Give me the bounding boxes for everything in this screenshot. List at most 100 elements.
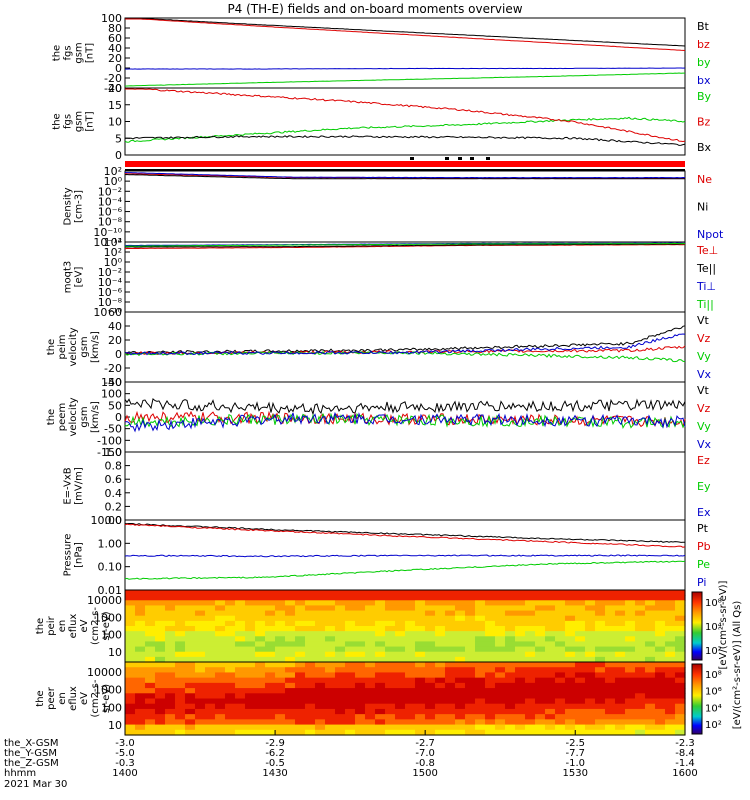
heatmap-cell <box>295 719 306 726</box>
heatmap-cell <box>165 605 176 612</box>
heatmap-cell <box>665 703 676 710</box>
y-axis-label-line: [nT] <box>85 111 96 131</box>
heatmap-cell <box>575 626 586 632</box>
heatmap-cell <box>605 672 616 679</box>
heatmap-cell <box>275 698 286 705</box>
heatmap-cell <box>205 672 216 679</box>
heatmap-cell <box>545 667 556 674</box>
heatmap-cell <box>665 719 676 726</box>
heatmap-cell <box>655 719 666 726</box>
heatmap-cell <box>585 688 596 694</box>
heatmap-cell <box>435 708 446 715</box>
heatmap-cell <box>125 708 136 715</box>
heatmap-cell <box>465 693 476 700</box>
heatmap-cell <box>155 662 166 668</box>
heatmap-cell <box>295 688 306 694</box>
heatmap-cell <box>305 590 316 596</box>
heatmap-cell <box>595 698 606 705</box>
y-tick-label: 5 <box>115 132 122 145</box>
legend-entry: Npot <box>697 228 724 241</box>
heatmap-cell <box>485 651 496 658</box>
heatmap-cell <box>595 590 606 596</box>
heatmap-cell <box>255 600 266 607</box>
heatmap-cell <box>195 590 206 596</box>
series-line-vy <box>124 412 686 430</box>
heatmap-cell <box>205 656 216 663</box>
heatmap-cell <box>205 703 216 710</box>
y-axis-label-line: [km/s] <box>90 401 101 433</box>
heatmap-cell <box>485 610 496 617</box>
heatmap-cell <box>395 708 406 715</box>
heatmap-cell <box>285 729 296 736</box>
heatmap-cell <box>625 708 636 715</box>
heatmap-cell <box>375 646 386 653</box>
heatmap-cell <box>505 714 516 720</box>
heatmap-cell <box>595 646 606 653</box>
heatmap-cell <box>255 708 266 715</box>
heatmap-cell <box>195 631 206 637</box>
heatmap-cell <box>135 610 146 617</box>
heatmap-cell <box>645 672 656 679</box>
heatmap-cell <box>395 698 406 705</box>
heatmap-cell <box>665 590 676 596</box>
heatmap-cell <box>195 667 206 674</box>
panel-frame <box>124 17 686 89</box>
heatmap-cell <box>395 651 406 658</box>
heatmap-cell <box>595 714 606 720</box>
heatmap-cell <box>225 698 236 705</box>
heatmap-cell <box>465 667 476 674</box>
heatmap-cell <box>405 729 416 736</box>
heatmap-cell <box>635 708 646 715</box>
heatmap-cell <box>225 600 236 607</box>
heatmap-cell <box>265 600 276 607</box>
heatmap-cell <box>195 714 206 720</box>
heatmap-cell <box>485 677 496 684</box>
heatmap-cell <box>255 636 266 643</box>
x-row-label: the_Y-GSM <box>4 748 57 759</box>
heatmap-cell <box>385 615 396 622</box>
heatmap-cell <box>375 688 386 694</box>
heatmap-cell <box>665 693 676 700</box>
heatmap-cell <box>185 641 196 648</box>
heatmap-cell <box>675 641 686 648</box>
heatmap-cell <box>525 662 536 668</box>
heatmap-cell <box>665 708 676 715</box>
heatmap-cell <box>355 590 366 596</box>
heatmap-cell <box>585 703 596 710</box>
heatmap-cell <box>195 651 206 658</box>
heatmap-cell <box>635 662 646 668</box>
colorbar-tick-label: 10⁴ <box>705 703 722 714</box>
heatmap-cell <box>545 615 556 622</box>
heatmap-cell <box>465 631 476 637</box>
series-line-npot <box>124 172 686 179</box>
heatmap-cell <box>135 626 146 632</box>
heatmap-cell <box>585 724 596 731</box>
heatmap-cell <box>135 693 146 700</box>
heatmap-cell <box>665 636 676 643</box>
heatmap-cell <box>495 651 506 658</box>
heatmap-cell <box>235 672 246 679</box>
heatmap-cell <box>415 688 426 694</box>
heatmap-cell <box>285 724 296 731</box>
heatmap-cell <box>625 590 636 596</box>
heatmap-cell <box>395 626 406 632</box>
heatmap-cell <box>615 698 626 705</box>
heatmap-cell <box>495 610 506 617</box>
heatmap-cell <box>165 719 176 726</box>
x-tick-label: -5.0 <box>115 748 135 759</box>
heatmap-cell <box>275 724 286 731</box>
heatmap-cell <box>565 590 576 596</box>
heatmap-cell <box>355 714 366 720</box>
heatmap-cell <box>635 605 646 612</box>
heatmap-cell <box>205 651 216 658</box>
y-tick-label: 0.8 <box>105 460 123 473</box>
heatmap-cell <box>615 636 626 643</box>
heatmap-cell <box>645 626 656 632</box>
heatmap-cell <box>515 698 526 705</box>
heatmap-cell <box>225 714 236 720</box>
heatmap-cell <box>625 595 636 601</box>
heatmap-cell <box>505 646 516 653</box>
heatmap-cell <box>465 719 476 726</box>
heatmap-cell <box>235 698 246 705</box>
heatmap-cell <box>295 682 306 689</box>
